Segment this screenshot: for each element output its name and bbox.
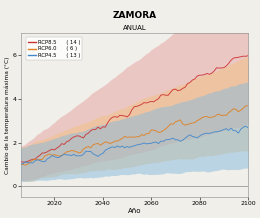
Text: ANUAL: ANUAL — [122, 26, 146, 31]
Text: ZAMORA: ZAMORA — [112, 11, 156, 20]
X-axis label: Año: Año — [128, 208, 141, 214]
Y-axis label: Cambio de la temperatura máxima (°C): Cambio de la temperatura máxima (°C) — [4, 56, 10, 174]
Legend: RCP8.5      ( 14 ), RCP6.0      ( 6 ), RCP4.5      ( 13 ): RCP8.5 ( 14 ), RCP6.0 ( 6 ), RCP4.5 ( 13… — [25, 37, 82, 60]
